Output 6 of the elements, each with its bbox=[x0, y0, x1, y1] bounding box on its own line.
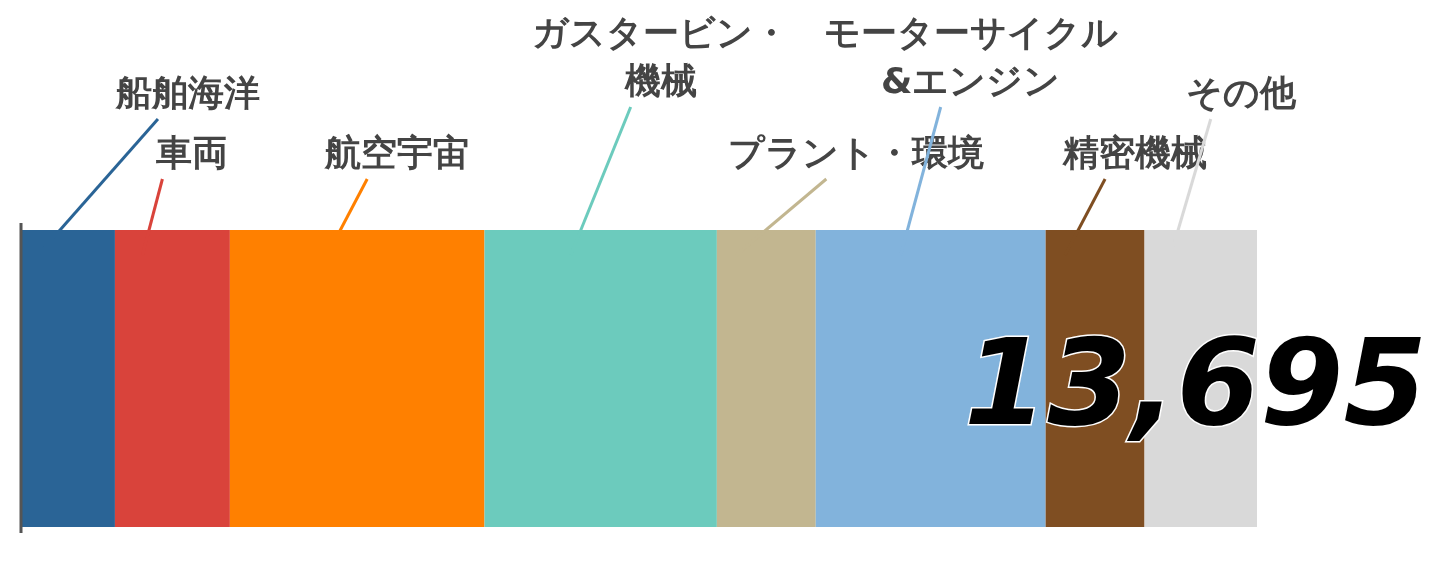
text: 船舶海洋 bbox=[114, 72, 260, 113]
text: ガスタービン・機械 bbox=[532, 12, 790, 101]
series-label: 車両 bbox=[155, 132, 229, 173]
series-label: 航空宇宙 bbox=[324, 132, 470, 173]
text: モーターサイクル&エンジン bbox=[823, 12, 1118, 101]
text: その他 bbox=[1185, 72, 1297, 113]
